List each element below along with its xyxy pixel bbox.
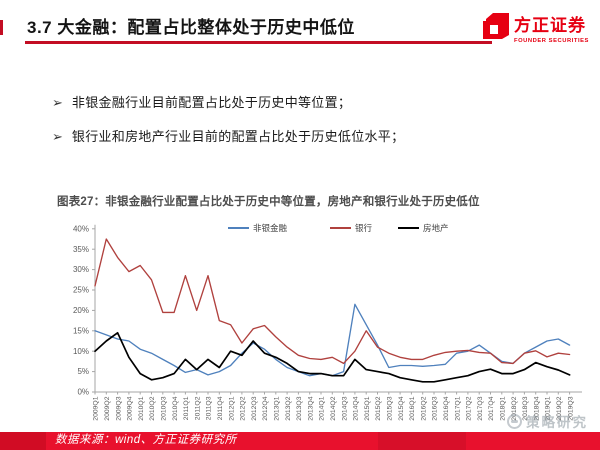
x-tick-label: 2017Q3	[477, 396, 484, 420]
x-tick-label: 2015Q2	[375, 396, 382, 420]
founder-securities-logo: 方正证券 FOUNDER SECURITIES	[482, 9, 589, 47]
legend-swatch	[398, 227, 419, 229]
x-tick-label: 2013Q1	[274, 396, 281, 420]
y-tick-label: 5%	[77, 367, 89, 376]
x-tick-label: 2018Q2	[511, 396, 518, 420]
x-tick-label: 2014Q2	[330, 396, 337, 420]
figure-title: 图表27：非银金融行业配置占比处于历史中等位置，房地产和银行业处于历史低位	[57, 196, 480, 208]
footer-bar: 数据来源：wind、方正证券研究所	[0, 432, 600, 450]
bullet-list: ➢ 非银金融行业目前配置占比处于历史中等位置； ➢ 银行业和房地产行业目前的配置…	[52, 94, 562, 162]
legend-item-房地产: 房地产	[398, 223, 449, 233]
x-tick-label: 2017Q4	[488, 396, 495, 420]
chart-legend: 非银金融 银行 房地产	[0, 223, 600, 235]
x-tick-label: 2016Q1	[409, 396, 416, 420]
bullet-text: 银行业和房地产行业目前的配置占比处于历史低位水平；	[71, 129, 405, 144]
watermark-logo-icon	[507, 413, 522, 429]
x-tick-label: 2015Q3	[387, 396, 394, 420]
y-tick-label: 35%	[73, 245, 89, 254]
y-tick-label: 0%	[77, 388, 89, 397]
legend-swatch	[330, 227, 351, 229]
footer-decor-block	[378, 432, 466, 450]
watermark-text: 策略研究	[526, 415, 588, 430]
legend-label: 非银金融	[253, 223, 288, 233]
x-tick-label: 2009Q3	[115, 396, 122, 420]
x-tick-label: 2009Q1	[93, 396, 100, 420]
x-tick-label: 2010Q2	[149, 396, 156, 420]
left-edge-accent	[0, 20, 3, 35]
series-line-银行	[94, 238, 571, 365]
series-line-房地产	[94, 331, 571, 383]
x-tick-label: 2012Q2	[240, 396, 247, 420]
x-tick-label: 2011Q2	[194, 396, 201, 420]
x-tick-label: 2011Q1	[183, 396, 190, 420]
x-tick-label: 2019Q3	[567, 396, 574, 420]
x-tick-label: 2017Q2	[466, 396, 473, 420]
logo-subtitle: FOUNDER SECURITIES	[514, 38, 589, 44]
x-tick-label: 2014Q3	[341, 396, 348, 420]
x-tick-label: 2010Q1	[138, 396, 145, 420]
legend-label: 房地产	[423, 223, 449, 233]
bullet-arrow-icon: ➢	[52, 129, 63, 144]
x-tick-label: 2016Q3	[432, 396, 439, 420]
x-tick-label: 2009Q2	[104, 396, 111, 420]
legend-swatch	[228, 227, 249, 229]
x-tick-label: 2012Q3	[251, 396, 258, 420]
x-tick-label: 2012Q4	[262, 396, 269, 420]
y-tick-label: 40%	[73, 224, 89, 233]
x-tick-label: 2017Q1	[454, 396, 461, 420]
y-tick-label: 15%	[73, 326, 89, 335]
legend-item-非银金融: 非银金融	[228, 223, 287, 233]
bullet-item: ➢ 银行业和房地产行业目前的配置占比处于历史低位水平；	[52, 128, 562, 145]
data-source-text: 数据来源：wind、方正证券研究所	[55, 434, 237, 446]
legend-item-银行: 银行	[330, 223, 372, 233]
line-chart: 0% 5% 10% 15% 20% 25% 30% 35% 40% 2009Q1 2009Q2 200…	[73, 224, 582, 421]
x-tick-label: 2012Q1	[228, 396, 235, 420]
x-tick-label: 2013Q2	[285, 396, 292, 420]
y-tick-label: 20%	[73, 306, 89, 315]
x-tick-label: 2013Q3	[296, 396, 303, 420]
x-tick-label: 2011Q3	[206, 396, 213, 420]
x-tick-label: 2016Q2	[420, 396, 427, 420]
x-tick-label: 2015Q4	[398, 396, 405, 420]
x-tick-label: 2011Q4	[217, 396, 224, 420]
x-tick-label: 2014Q4	[353, 396, 360, 420]
x-tick-label: 2010Q4	[172, 396, 179, 420]
series-line-非银金融	[94, 303, 571, 377]
x-tick-label: 2010Q3	[161, 396, 168, 420]
footer-decor-block	[0, 432, 46, 450]
x-tick-label: 2013Q4	[307, 396, 314, 420]
x-tick-label: 2018Q1	[500, 396, 507, 420]
page-title: 3.7 大金融：配置占比整体处于历史中低位	[27, 18, 355, 37]
bullet-item: ➢ 非银金融行业目前配置占比处于历史中等位置；	[52, 94, 562, 111]
founder-logo-icon	[483, 13, 509, 39]
bullet-text: 非银金融行业目前配置占比处于历史中等位置；	[71, 95, 352, 110]
x-tick-label: 2016Q4	[443, 396, 450, 420]
x-tick-label: 2015Q1	[364, 396, 371, 420]
x-tick-label: 2009Q4	[127, 396, 134, 420]
x-tick-label: 2018Q3	[522, 396, 529, 420]
legend-label: 银行	[355, 223, 373, 233]
x-tick-label: 2018Q4	[533, 396, 540, 420]
watermark: 策略研究	[507, 411, 588, 431]
x-tick-label: 2014Q1	[319, 396, 326, 420]
title-underline	[25, 41, 492, 44]
y-tick-label: 30%	[73, 265, 89, 274]
y-tick-label: 10%	[73, 347, 89, 356]
y-tick-label: 25%	[73, 286, 89, 295]
logo-name: 方正证券	[514, 16, 586, 35]
bullet-arrow-icon: ➢	[52, 95, 63, 110]
x-tick-label: 2019Q1	[545, 396, 552, 420]
x-tick-label: 2019Q2	[556, 396, 563, 420]
